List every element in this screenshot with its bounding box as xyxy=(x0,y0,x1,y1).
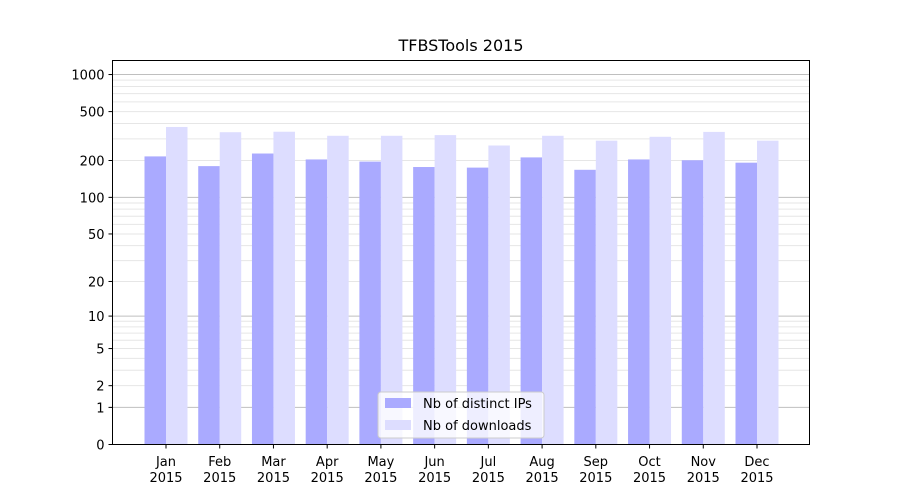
bar-distinct-ips xyxy=(628,159,650,445)
x-tick-label-month: Feb xyxy=(208,455,231,470)
bar-downloads xyxy=(757,140,779,445)
x-tick-label-month: Apr xyxy=(316,455,339,470)
x-tick-label-year: 2015 xyxy=(526,471,559,486)
y-tick-label: 20 xyxy=(88,275,105,290)
bar-downloads xyxy=(166,126,188,445)
x-tick-label-month: Dec xyxy=(744,455,769,470)
bar-distinct-ips xyxy=(681,160,704,445)
bar-distinct-ips xyxy=(305,159,328,445)
y-tick-label: 0 xyxy=(96,439,104,454)
bar-distinct-ips xyxy=(144,156,166,445)
bar-downloads xyxy=(649,136,672,445)
legend-swatch-ips xyxy=(385,398,411,408)
legend-box xyxy=(377,391,545,439)
bar-distinct-ips xyxy=(413,167,435,445)
y-tick-label: 10 xyxy=(88,310,105,325)
bar-distinct-ips xyxy=(198,166,220,445)
bar-downloads xyxy=(273,131,295,445)
bar-distinct-ips xyxy=(574,169,596,445)
bar-distinct-ips xyxy=(359,161,381,445)
bar-downloads xyxy=(703,131,725,445)
x-tick-label-month: Mar xyxy=(261,455,286,470)
bar-downloads xyxy=(434,135,457,445)
x-tick-label-month: May xyxy=(367,455,394,470)
x-tick-label-month: Nov xyxy=(691,455,717,470)
legend: Nb of distinct IPs Nb of downloads xyxy=(377,391,545,439)
bar-downloads xyxy=(542,135,564,445)
y-tick-label: 2 xyxy=(96,380,104,395)
legend-label-ips: Nb of distinct IPs xyxy=(423,397,532,412)
plot-frame xyxy=(112,60,810,445)
x-tick-label-month: Sep xyxy=(584,455,609,470)
x-tick-label-year: 2015 xyxy=(149,471,182,486)
chart-title: TFBSTools 2015 xyxy=(397,36,523,55)
x-axis: Jan2015Feb2015Mar2015Apr2015May2015Jun20… xyxy=(149,444,774,486)
x-tick-label-year: 2015 xyxy=(203,471,236,486)
y-axis: 0 1 2 5 10 20 50 100 200 500 1000 xyxy=(71,69,113,454)
x-tick-label-year: 2015 xyxy=(257,471,290,486)
x-tick-label-year: 2015 xyxy=(633,471,666,486)
x-tick-label-year: 2015 xyxy=(579,471,612,486)
bar-distinct-ips xyxy=(251,153,274,445)
y-tick-label: 200 xyxy=(80,155,105,170)
x-tick-label-year: 2015 xyxy=(687,471,720,486)
bar-distinct-ips xyxy=(735,162,757,445)
bar-downloads xyxy=(380,135,403,445)
bar-distinct-ips xyxy=(520,157,543,445)
x-tick-label-year: 2015 xyxy=(472,471,505,486)
x-tick-label-month: Oct xyxy=(638,455,660,470)
bar-distinct-ips xyxy=(466,167,489,445)
x-tick-label-year: 2015 xyxy=(364,471,397,486)
y-tick-label: 100 xyxy=(80,191,105,206)
y-tick-label: 50 xyxy=(88,228,105,243)
y-tick-label: 5 xyxy=(96,343,104,358)
bar-downloads xyxy=(219,132,242,445)
legend-label-downloads: Nb of downloads xyxy=(423,419,532,434)
y-tick-label: 1 xyxy=(96,401,104,416)
x-tick-label-month: Jun xyxy=(423,455,444,470)
bars xyxy=(144,126,779,445)
y-tick-label: 500 xyxy=(80,106,105,121)
legend-swatch-downloads xyxy=(385,420,411,430)
y-tick-label: 1000 xyxy=(71,69,104,84)
x-tick-label-year: 2015 xyxy=(311,471,344,486)
x-tick-label-month: Jan xyxy=(155,455,176,470)
bar-downloads xyxy=(327,135,349,445)
x-tick-label-month: Aug xyxy=(529,455,554,470)
x-tick-label-year: 2015 xyxy=(418,471,451,486)
x-tick-label-month: Jul xyxy=(480,455,497,470)
bar-downloads xyxy=(488,145,510,445)
bar-downloads xyxy=(595,140,618,445)
x-tick-label-year: 2015 xyxy=(740,471,773,486)
